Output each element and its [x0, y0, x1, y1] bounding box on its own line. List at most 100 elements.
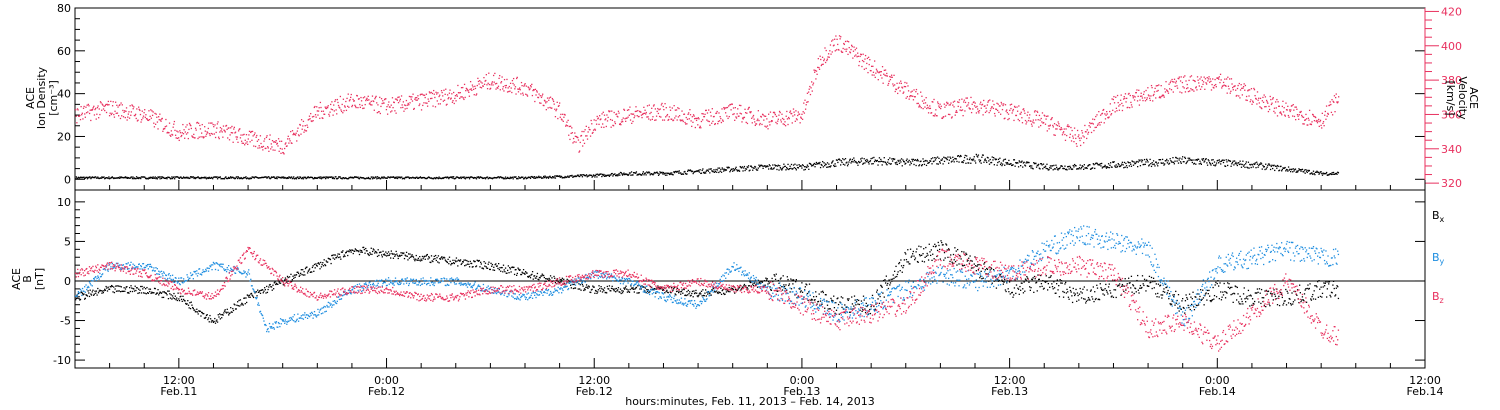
- velocity-point: [319, 101, 322, 104]
- density-point: [436, 177, 438, 179]
- velocity-point: [714, 123, 716, 125]
- density-point: [1284, 166, 1286, 169]
- bx-point: [462, 261, 464, 263]
- velocity-point: [1129, 107, 1131, 109]
- velocity-point: [648, 118, 650, 120]
- velocity-point: [463, 98, 465, 101]
- bx-point: [101, 292, 103, 294]
- velocity-point: [868, 63, 870, 66]
- velocity-point: [668, 118, 670, 121]
- bx-point: [225, 312, 228, 314]
- bx-point: [583, 289, 585, 292]
- density-point: [248, 178, 250, 180]
- velocity-point: [1190, 75, 1193, 77]
- velocity-point: [784, 125, 787, 127]
- velocity-point: [340, 110, 343, 113]
- velocity-point: [887, 82, 890, 85]
- velocity-point: [1281, 105, 1283, 108]
- bx-point: [588, 285, 590, 287]
- density-point: [615, 174, 617, 177]
- density-point: [475, 178, 478, 180]
- density-point: [894, 162, 896, 164]
- density-point: [843, 159, 845, 161]
- velocity-point: [953, 106, 955, 108]
- density-point: [1013, 159, 1016, 161]
- velocity-point: [520, 81, 523, 84]
- bx-point: [513, 273, 516, 276]
- bx-point: [592, 286, 595, 288]
- bx-point: [144, 292, 146, 294]
- density-point: [227, 177, 229, 180]
- velocity-point: [480, 87, 483, 89]
- density-point: [583, 174, 585, 176]
- density-point: [297, 176, 299, 178]
- density-point: [263, 176, 265, 178]
- velocity-point: [555, 108, 558, 110]
- velocity-point: [502, 86, 504, 88]
- velocity-point: [376, 102, 378, 104]
- density-point: [103, 176, 105, 178]
- bx-point: [342, 250, 344, 252]
- bx-point: [465, 264, 467, 266]
- density-point: [775, 165, 777, 167]
- density-point: [441, 177, 443, 180]
- density-point: [502, 178, 505, 180]
- density-point: [606, 174, 608, 177]
- density-point: [1015, 162, 1017, 164]
- velocity-point: [1268, 105, 1270, 108]
- density-point: [220, 178, 222, 180]
- bx-point: [689, 291, 691, 293]
- velocity-point: [686, 118, 689, 120]
- density-point: [1276, 167, 1278, 169]
- density-point: [338, 176, 340, 178]
- velocity-point: [296, 130, 299, 132]
- bx-point: [270, 286, 273, 288]
- velocity-point: [1243, 83, 1245, 85]
- velocity-point: [824, 61, 827, 64]
- density-point: [981, 156, 983, 158]
- density-point: [282, 176, 284, 178]
- density-point: [385, 177, 387, 179]
- density-point: [516, 178, 518, 180]
- density-point: [634, 172, 636, 174]
- velocity-point: [466, 88, 468, 90]
- density-point: [1160, 162, 1162, 164]
- velocity-point: [568, 125, 571, 128]
- density-point: [1236, 163, 1238, 165]
- density-point: [257, 177, 260, 179]
- density-point: [422, 177, 424, 179]
- velocity-point: [1050, 118, 1053, 120]
- density-point: [1164, 163, 1166, 165]
- density-point: [1308, 169, 1310, 172]
- bx-point: [172, 297, 174, 299]
- bx-point: [455, 257, 458, 259]
- velocity-point: [807, 101, 809, 103]
- velocity-point: [1275, 107, 1277, 109]
- velocity-point: [1241, 94, 1244, 96]
- velocity-point: [1207, 78, 1210, 80]
- velocity-point: [1070, 140, 1073, 142]
- bx-point: [174, 297, 176, 300]
- bx-point: [383, 253, 386, 255]
- bx-point: [696, 295, 698, 297]
- velocity-point: [288, 142, 290, 144]
- density-point: [716, 171, 718, 173]
- velocity-point: [148, 119, 151, 121]
- density-point: [878, 157, 881, 159]
- bx-point: [495, 265, 498, 267]
- density-point: [831, 162, 833, 164]
- density-point: [1270, 165, 1272, 168]
- velocity-tick-label: 380: [1441, 74, 1462, 87]
- velocity-point: [312, 120, 314, 122]
- density-point: [146, 177, 148, 179]
- velocity-point: [391, 110, 393, 112]
- density-point: [123, 177, 125, 179]
- density-point: [418, 176, 420, 179]
- density-point: [1290, 170, 1292, 173]
- density-point: [885, 161, 887, 164]
- density-point: [860, 160, 863, 162]
- density-point: [451, 176, 453, 178]
- velocity-point: [531, 83, 533, 86]
- density-point: [1113, 161, 1115, 163]
- density-point: [1161, 158, 1164, 161]
